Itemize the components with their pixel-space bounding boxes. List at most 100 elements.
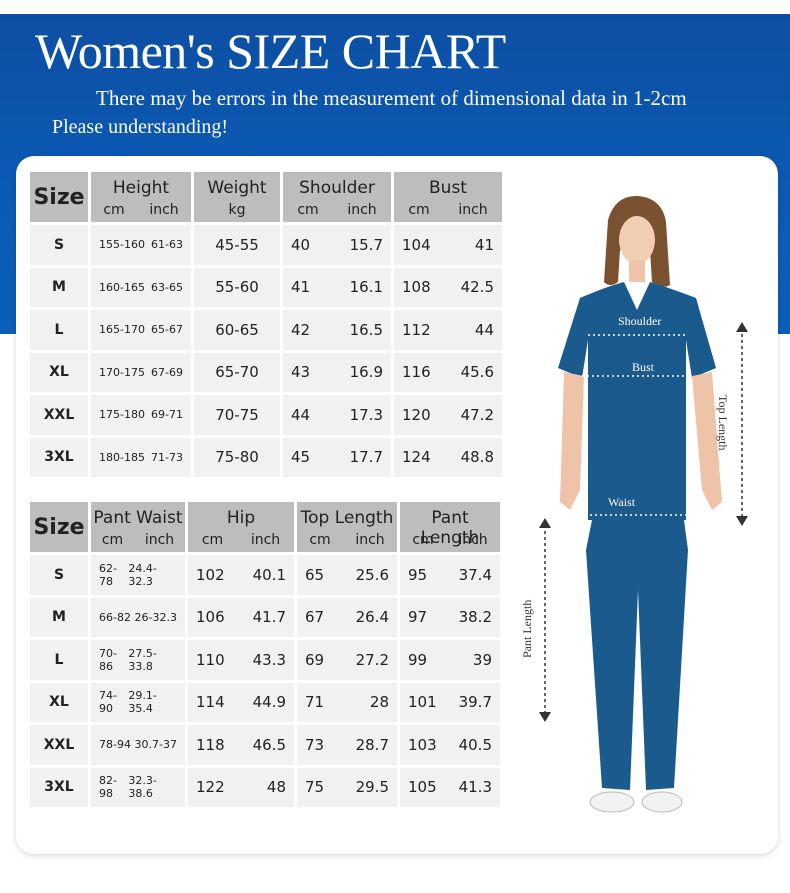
cell-value: 40.1 bbox=[252, 565, 286, 584]
cell-value: 29.5 bbox=[355, 778, 389, 797]
size-cell: L bbox=[30, 310, 88, 350]
cell-value: 104 bbox=[402, 235, 431, 254]
column-header: Shoulder cm inch bbox=[283, 172, 391, 222]
table-cell: 103 40.5 bbox=[400, 725, 500, 765]
value-pair: 78-94 30.7-37 bbox=[91, 738, 185, 751]
size-cell: 3XL bbox=[30, 767, 88, 807]
table-cell: 75-80 bbox=[194, 437, 280, 477]
cell-value: 28 bbox=[369, 693, 389, 712]
table-cell: 74-90 29.1-35.4 bbox=[91, 682, 185, 722]
size-header: Size bbox=[33, 184, 85, 210]
value-pair: 95 37.4 bbox=[400, 566, 500, 584]
column-header: Height cm inch bbox=[91, 172, 191, 222]
pant-length-label: Pant Length bbox=[520, 599, 534, 658]
unit-label: cm bbox=[412, 532, 434, 548]
unit-label: cm bbox=[201, 532, 224, 548]
value-pair: 40 15.7 bbox=[283, 236, 391, 254]
column-title: Bust bbox=[429, 178, 467, 198]
column-header: Top Length cm inch bbox=[297, 502, 397, 552]
table-cell: 160-165 63-65 bbox=[91, 267, 191, 307]
cell-value: 165-170 bbox=[99, 323, 145, 337]
table-cell: 60-65 bbox=[194, 310, 280, 350]
value-pair: 103 40.5 bbox=[400, 736, 500, 754]
cell-value: 39.7 bbox=[458, 693, 492, 712]
cell-value: 71 bbox=[305, 693, 325, 712]
waist-label: Waist bbox=[608, 495, 636, 509]
cell-value: 43 bbox=[291, 363, 311, 382]
table-cell: 45-55 bbox=[194, 225, 280, 265]
cell-value: 26.4 bbox=[355, 608, 389, 627]
unit-label: inch bbox=[355, 532, 385, 548]
cell-value: 32.3-38.6 bbox=[128, 774, 157, 801]
cell-value: 41.3 bbox=[458, 778, 492, 797]
size-cell: XL bbox=[30, 352, 88, 392]
value-pair: 160-165 63-65 bbox=[91, 281, 191, 294]
table-cell: 99 39 bbox=[400, 640, 500, 680]
cell-value: 124 bbox=[402, 448, 431, 467]
value-pair: 70-86 27.5-33.8 bbox=[91, 647, 185, 673]
cell-value: 15.7 bbox=[349, 235, 383, 254]
shoulder-label: Shoulder bbox=[618, 314, 662, 328]
value-pair: 42 16.5 bbox=[283, 321, 391, 339]
size-value: XL bbox=[49, 364, 69, 381]
value-pair: 155-160 61-63 bbox=[91, 238, 191, 251]
size-cell: M bbox=[30, 597, 88, 637]
value-pair: 82-98 32.3-38.6 bbox=[91, 774, 185, 800]
value-pair: 41 16.1 bbox=[283, 278, 391, 296]
table-cell: 124 48.8 bbox=[394, 437, 502, 477]
cell-value: 43.3 bbox=[252, 650, 286, 669]
size-value: M bbox=[52, 279, 66, 296]
cell-value: 62-78 bbox=[99, 561, 117, 588]
cell-value: 101 bbox=[408, 693, 437, 712]
cell-value: 160-165 bbox=[99, 280, 145, 294]
cell-value: 65-67 bbox=[151, 323, 183, 337]
size-header: Size bbox=[33, 514, 85, 540]
table-cell: 45 17.7 bbox=[283, 437, 391, 477]
value-pair: 62-78 24.4-32.3 bbox=[91, 562, 185, 588]
table-cell: 104 41 bbox=[394, 225, 502, 265]
table-cell: 71 28 bbox=[297, 682, 397, 722]
value-pair: 73 28.7 bbox=[297, 736, 397, 754]
table-cell: 95 37.4 bbox=[400, 555, 500, 595]
value-pair: 99 39 bbox=[400, 651, 500, 669]
cell-value: 155-160 bbox=[99, 238, 145, 252]
table-cell: 165-170 65-67 bbox=[91, 310, 191, 350]
table-cell: 110 43.3 bbox=[188, 640, 294, 680]
size-cell: XL bbox=[30, 682, 88, 722]
cell-value: 99 bbox=[408, 650, 428, 669]
size-header-cell: Size bbox=[30, 172, 88, 222]
cell-value: 48 bbox=[266, 778, 286, 797]
table-cell: 101 39.7 bbox=[400, 682, 500, 722]
column-title: Pant Waist bbox=[93, 508, 183, 528]
value-pair: 118 46.5 bbox=[188, 736, 294, 754]
size-value: M bbox=[52, 609, 66, 626]
column-header: Pant Waist cm inch bbox=[91, 502, 185, 552]
value-pair: 116 45.6 bbox=[394, 363, 502, 381]
size-value: L bbox=[54, 651, 64, 668]
value-pair: 108 42.5 bbox=[394, 278, 502, 296]
value-pair: 102 40.1 bbox=[188, 566, 294, 584]
table-cell: 106 41.7 bbox=[188, 597, 294, 637]
column-units: cm inch bbox=[91, 532, 185, 548]
unit-label: cm bbox=[297, 202, 319, 218]
cell-value: 180-185 bbox=[99, 450, 145, 464]
table-cell: 175-180 69-71 bbox=[91, 395, 191, 435]
size-cell: S bbox=[30, 555, 88, 595]
column-units: kg bbox=[194, 202, 280, 218]
cell-value: 17.3 bbox=[349, 405, 383, 424]
unit-label: cm bbox=[103, 202, 125, 218]
cell-value: 66-82 bbox=[99, 610, 131, 624]
cell-value: 65 bbox=[305, 565, 325, 584]
cell-value: 27.2 bbox=[355, 650, 389, 669]
value-pair: 105 41.3 bbox=[400, 778, 500, 796]
model-illustration bbox=[539, 195, 748, 813]
size-header-cell: Size bbox=[30, 502, 88, 552]
cell-value: 108 bbox=[402, 278, 431, 297]
value-pair: 170-175 67-69 bbox=[91, 366, 191, 379]
size-value: XXL bbox=[43, 406, 75, 423]
cell-value: 69-71 bbox=[151, 408, 183, 422]
table-cell: 75 29.5 bbox=[297, 767, 397, 807]
table-cell: 114 44.9 bbox=[188, 682, 294, 722]
table-cell: 62-78 24.4-32.3 bbox=[91, 555, 185, 595]
unit-label: inch bbox=[458, 532, 488, 548]
